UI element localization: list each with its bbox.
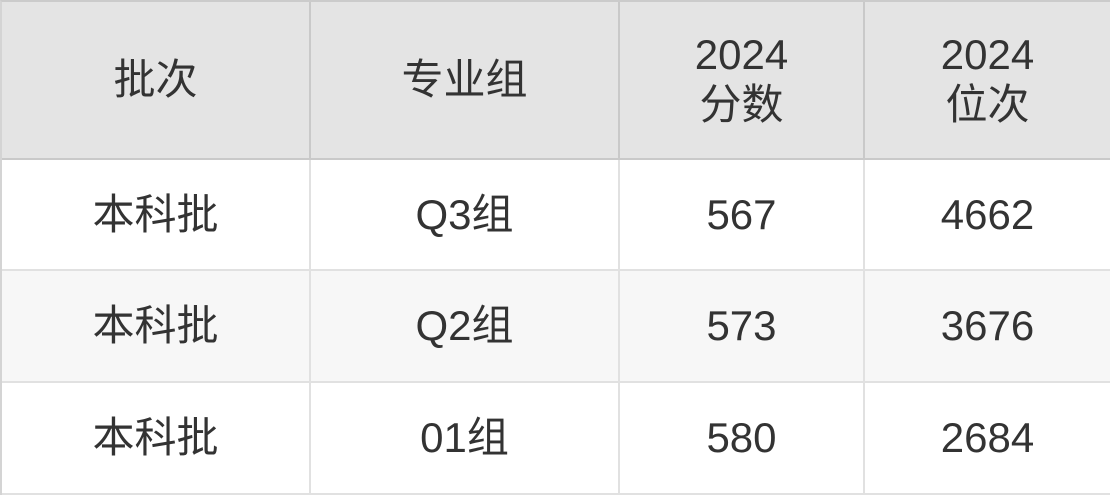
table-cell-group: Q3组 <box>311 160 620 271</box>
header-cell-score-2024: 2024 分数 <box>620 2 865 160</box>
header-label-rank: 位次 <box>945 81 1030 128</box>
table-cell-score: 580 <box>620 383 865 495</box>
table-cell-batch: 本科批 <box>2 160 311 271</box>
table-cell-score: 573 <box>620 271 865 383</box>
table-cell-score: 567 <box>620 160 865 271</box>
table-cell-rank: 2684 <box>865 383 1110 495</box>
header-label-batch: 批次 <box>113 56 198 104</box>
table-cell-rank: 3676 <box>865 271 1110 383</box>
table-cell-batch: 本科批 <box>2 383 311 495</box>
header-label-score: 分数 <box>699 81 784 128</box>
header-cell-group: 专业组 <box>311 2 620 160</box>
header-label-group: 专业组 <box>401 56 528 104</box>
table-cell-group: Q2组 <box>311 271 620 383</box>
header-cell-batch: 批次 <box>2 2 311 160</box>
header-cell-rank-2024: 2024 位次 <box>865 2 1110 160</box>
table-cell-batch: 本科批 <box>2 271 311 383</box>
table-cell-group: 01组 <box>311 383 620 495</box>
table-cell-rank: 4662 <box>865 160 1110 271</box>
header-label-score-year: 2024 <box>694 31 789 79</box>
header-label-rank-year: 2024 <box>940 31 1035 79</box>
